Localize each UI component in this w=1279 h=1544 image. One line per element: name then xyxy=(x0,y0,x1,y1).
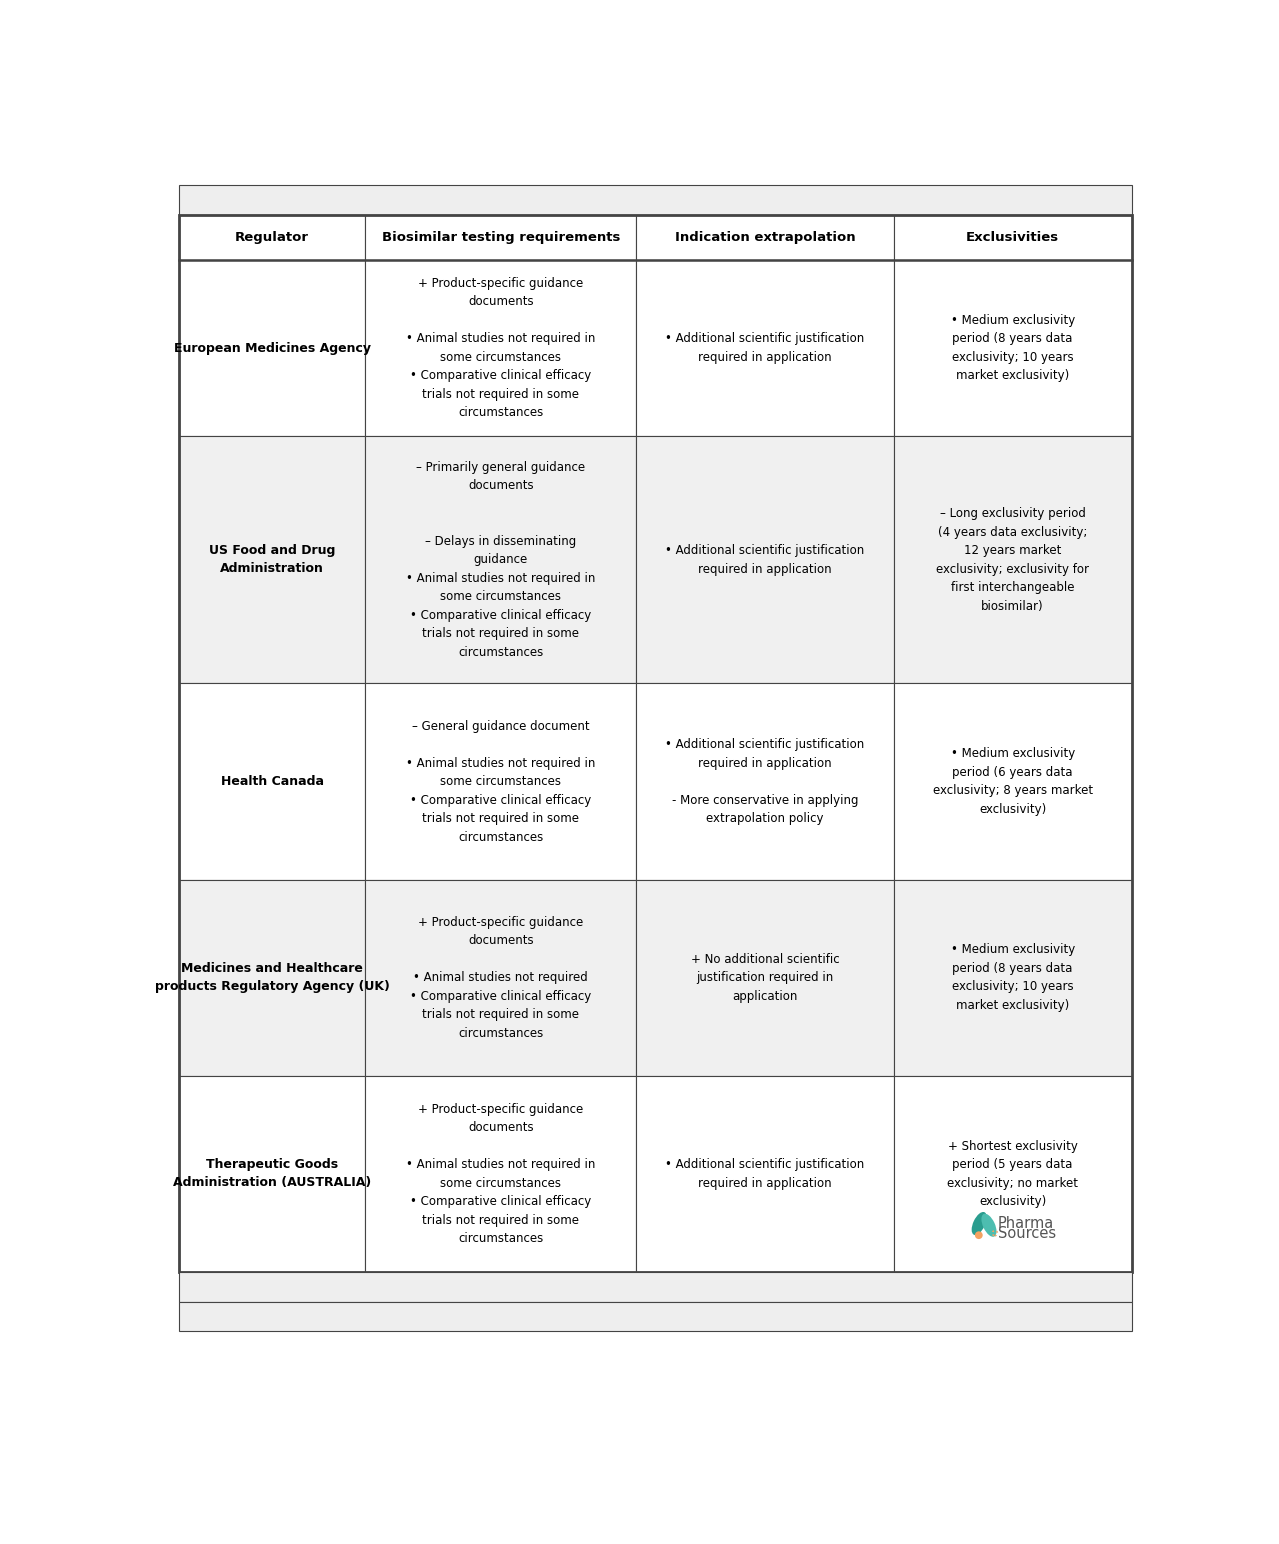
Bar xyxy=(179,880,365,1076)
Text: Sources: Sources xyxy=(998,1226,1056,1241)
Text: • Medium exclusivity
period (8 years data
exclusivity; 10 years
market exclusivi: • Medium exclusivity period (8 years dat… xyxy=(950,943,1074,1011)
Text: + Product-specific guidance
documents

• Animal studies not required
• Comparati: + Product-specific guidance documents • … xyxy=(411,916,591,1039)
Bar xyxy=(179,215,365,261)
Bar xyxy=(365,215,637,261)
Bar xyxy=(365,435,637,684)
Text: + Shortest exclusivity
period (5 years data
exclusivity; no market
exclusivity): + Shortest exclusivity period (5 years d… xyxy=(948,1139,1078,1207)
Text: • Additional scientific justification
required in application: • Additional scientific justification re… xyxy=(665,543,865,576)
Bar xyxy=(894,215,1132,261)
Text: Therapeutic Goods
Administration (AUSTRALIA): Therapeutic Goods Administration (AUSTRA… xyxy=(173,1158,371,1189)
Bar xyxy=(365,261,637,435)
Text: • Medium exclusivity
period (6 years data
exclusivity; 8 years market
exclusivit: • Medium exclusivity period (6 years dat… xyxy=(932,747,1092,815)
Text: • Additional scientific justification
required in application

- More conservati: • Additional scientific justification re… xyxy=(665,738,865,824)
Bar xyxy=(179,1272,1132,1302)
Text: + No additional scientific
justification required in
application: + No additional scientific justification… xyxy=(691,953,839,1002)
Text: • Medium exclusivity
period (8 years data
exclusivity; 10 years
market exclusivi: • Medium exclusivity period (8 years dat… xyxy=(950,313,1074,383)
Text: + Product-specific guidance
documents

• Animal studies not required in
some cir: + Product-specific guidance documents • … xyxy=(405,276,596,420)
Text: US Food and Drug
Administration: US Food and Drug Administration xyxy=(208,545,335,576)
Text: Regulator: Regulator xyxy=(235,232,310,244)
Bar xyxy=(894,1076,1132,1272)
Bar xyxy=(637,684,894,880)
Bar xyxy=(179,185,1132,215)
Text: Exclusivities: Exclusivities xyxy=(966,232,1059,244)
Bar xyxy=(637,215,894,261)
Bar xyxy=(179,1302,1132,1331)
Text: Indication extrapolation: Indication extrapolation xyxy=(675,232,856,244)
Bar xyxy=(894,261,1132,435)
Text: • Additional scientific justification
required in application: • Additional scientific justification re… xyxy=(665,1158,865,1189)
Text: Medicines and Healthcare
products Regulatory Agency (UK): Medicines and Healthcare products Regula… xyxy=(155,962,390,993)
Bar xyxy=(637,435,894,684)
Ellipse shape xyxy=(981,1214,996,1237)
Bar xyxy=(179,261,365,435)
Bar xyxy=(637,880,894,1076)
Bar xyxy=(365,684,637,880)
Bar xyxy=(637,1076,894,1272)
Ellipse shape xyxy=(972,1212,987,1235)
Bar xyxy=(179,215,1132,1272)
Text: Biosimilar testing requirements: Biosimilar testing requirements xyxy=(381,232,620,244)
Bar xyxy=(894,684,1132,880)
Text: – Long exclusivity period
(4 years data exclusivity;
12 years market
exclusivity: – Long exclusivity period (4 years data … xyxy=(936,506,1090,613)
Text: – Primarily general guidance
documents


– Delays in disseminating
guidance
• An: – Primarily general guidance documents –… xyxy=(405,460,596,659)
Bar xyxy=(637,261,894,435)
Bar xyxy=(179,1076,365,1272)
Text: Health Canada: Health Canada xyxy=(220,775,324,787)
Bar xyxy=(894,880,1132,1076)
Bar xyxy=(179,435,365,684)
Text: – General guidance document

• Animal studies not required in
some circumstances: – General guidance document • Animal stu… xyxy=(405,720,596,843)
Circle shape xyxy=(975,1231,982,1240)
Bar xyxy=(365,880,637,1076)
Bar xyxy=(179,684,365,880)
Bar xyxy=(894,435,1132,684)
Text: Pharma: Pharma xyxy=(998,1217,1054,1231)
Text: European Medicines Agency: European Medicines Agency xyxy=(174,341,371,355)
Bar xyxy=(365,1076,637,1272)
Text: • Additional scientific justification
required in application: • Additional scientific justification re… xyxy=(665,332,865,364)
Text: + Product-specific guidance
documents

• Animal studies not required in
some cir: + Product-specific guidance documents • … xyxy=(405,1102,596,1244)
